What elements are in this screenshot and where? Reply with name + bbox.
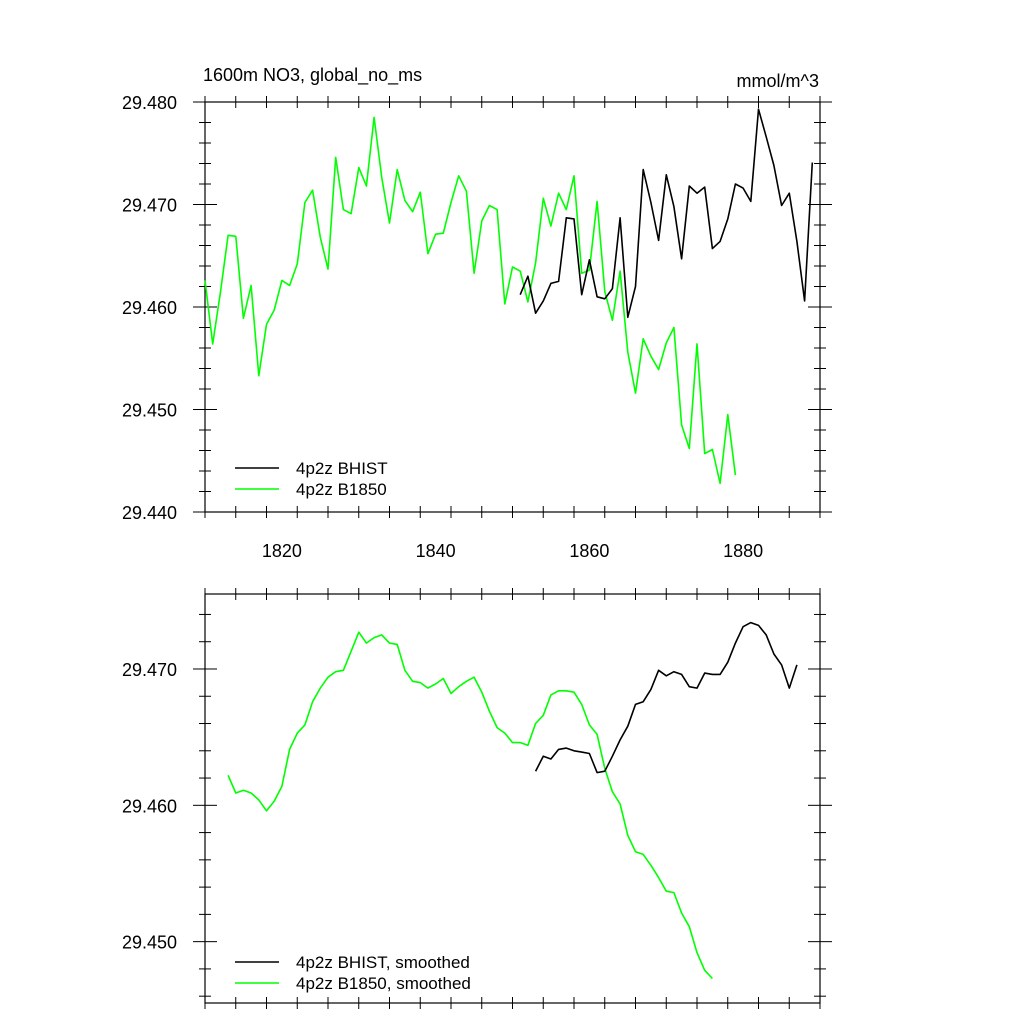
y-tick-label: 29.460 (122, 796, 177, 816)
series-line-b1850 (204, 116, 737, 485)
bottom-panel: 29.450 29.460 29.470 4p2z BHIST, smoothed 4p… (122, 588, 832, 1009)
legend-label: 4p2z B1850 (296, 480, 387, 499)
plot-frame (204, 101, 821, 513)
y-tick-label: 29.460 (122, 298, 177, 318)
y-tick-label: 29.470 (122, 196, 177, 216)
plot-frame (204, 593, 821, 1004)
x-tick-label: 1840 (416, 541, 456, 561)
units-label: mmol/m^3 (737, 71, 819, 91)
y-tick-label: 29.440 (122, 503, 177, 523)
x-tick-label: 1860 (569, 541, 609, 561)
legend-label: 4p2z BHIST (296, 459, 388, 478)
y-tick-label: 29.470 (122, 660, 177, 680)
series-line-bhist (519, 108, 814, 319)
legend-label: 4p2z B1850, smoothed (296, 974, 471, 993)
y-tick-label: 29.450 (122, 933, 177, 953)
x-tick-label: 1880 (723, 541, 763, 561)
x-tick-label: 1820 (262, 541, 302, 561)
series-line-b1850 (227, 631, 713, 980)
legend-label: 4p2z BHIST, smoothed (296, 953, 470, 972)
chart-title: 1600m NO3, global_no_ms (203, 65, 422, 86)
y-tick-label: 29.480 (122, 93, 177, 113)
series-line-bhist (534, 621, 798, 774)
y-tick-label: 29.450 (122, 401, 177, 421)
top-panel: 1600m NO3, global_no_ms mmol/m^3 1820 184… (122, 65, 832, 561)
